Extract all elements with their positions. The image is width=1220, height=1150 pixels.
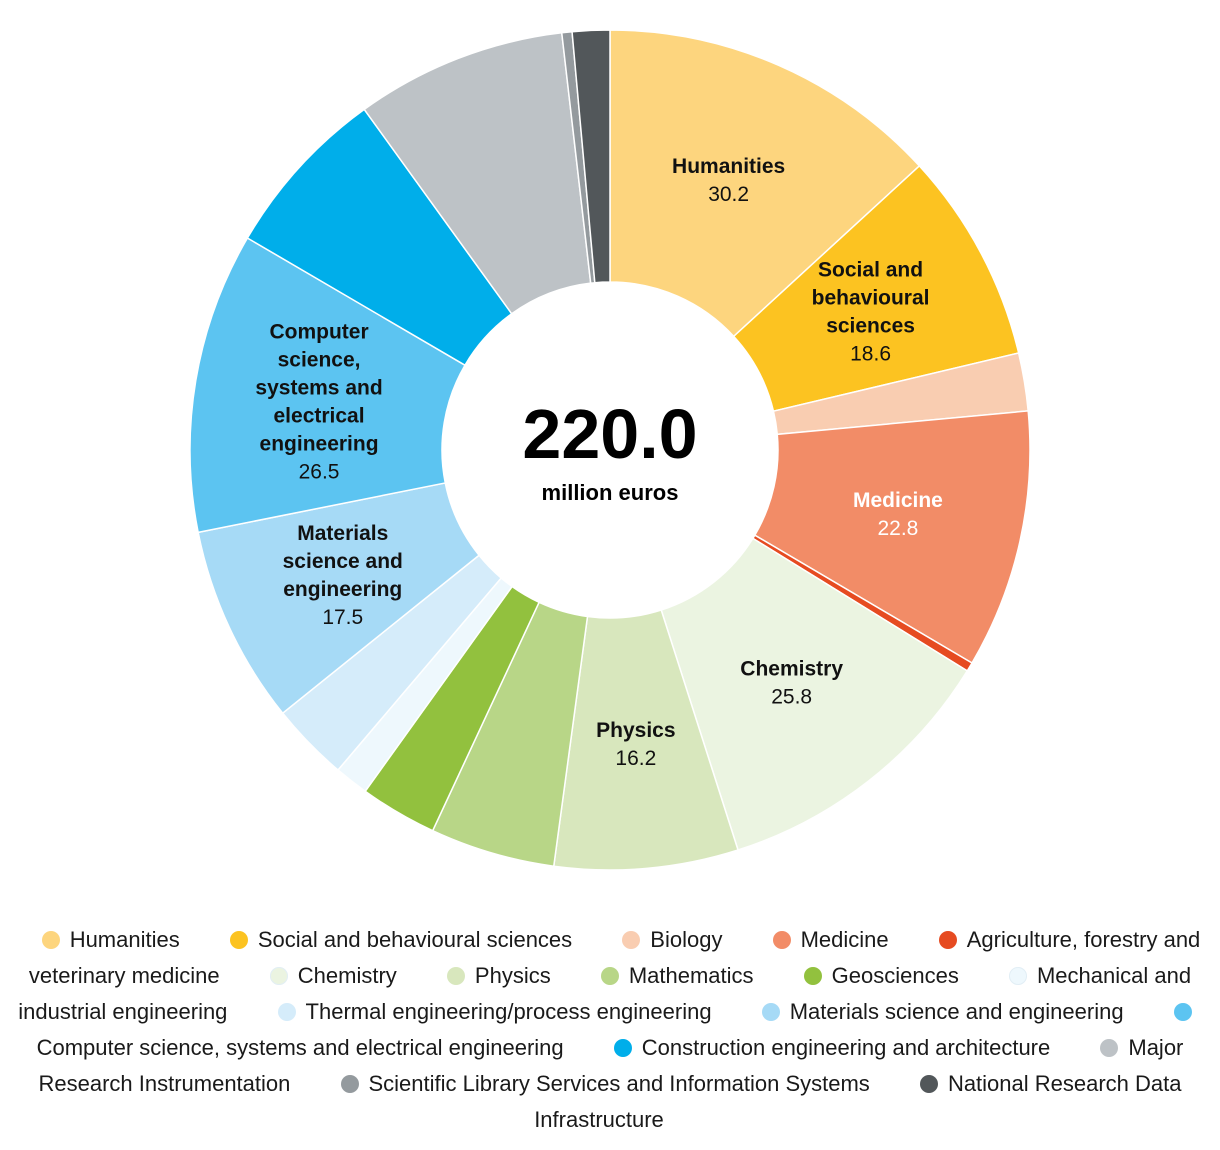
legend-item-mechanical-and-industrial-engineering: Mechanical and industrial engineering — [18, 963, 1191, 1024]
legend-swatch — [1173, 1003, 1192, 1021]
legend-swatch — [446, 967, 465, 985]
slice-label-name: science and — [283, 550, 403, 573]
slice-label-name: Medicine — [853, 489, 943, 512]
legend-label: Scientific Library Services and Informat… — [368, 1071, 870, 1096]
slice-label-name: Physics — [596, 719, 675, 742]
slice-label-materials-science-and-engineering: Materials science and engineering 17.5 — [283, 522, 403, 629]
legend-item-construction-engineering-and-architecture: Construction engineering and architectur… — [613, 1035, 1051, 1060]
slice-label-name: electrical — [274, 404, 365, 427]
legend-label: Medicine — [800, 927, 889, 952]
legend-item-national-research-data-infrastructure: National Research Data Infrastructure — [534, 1071, 1181, 1132]
center-unit: million euros — [542, 480, 679, 505]
slice-label-chemistry: Chemistry 25.8 — [740, 657, 843, 708]
slice-label-value: 17.5 — [322, 606, 363, 629]
donut-slices — [189, 29, 1031, 871]
legend-swatch — [269, 967, 288, 985]
legend-item-social-and-behavioural-sciences: Social and behavioural sciences — [229, 927, 573, 952]
legend-swatch — [277, 1003, 296, 1021]
legend-swatch — [761, 1003, 780, 1021]
legend-label: Agriculture, forestry and veterinary med… — [28, 927, 1201, 988]
legend-item-medicine: Medicine — [772, 927, 889, 952]
legend-item-agriculture-forestry-and-veterinary-medicine: Agriculture, forestry and veterinary med… — [29, 927, 1200, 988]
slice-labels: Humanities 30.2 Social and behavioural scien… — [255, 155, 942, 770]
slice-label-name: systems and — [255, 376, 382, 399]
legend-item-physics: Physics — [446, 963, 551, 988]
legend-item-chemistry: Chemistry — [269, 963, 397, 988]
slice-label-name: sciences — [826, 315, 915, 338]
legend-item-thermal-engineering-process-engineering: Thermal engineering/process engineering — [277, 999, 712, 1024]
legend-label: Construction engineering and architectur… — [641, 1035, 1051, 1060]
legend-label: Mechanical and industrial engineering — [18, 963, 1192, 1024]
slice-label-value: 30.2 — [708, 183, 749, 206]
slice-label-humanities: Humanities 30.2 — [672, 155, 785, 206]
slice-label-name: Materials — [297, 522, 388, 545]
slice-label-name: Computer — [269, 320, 368, 343]
slice-computer-science-systems-and-electrical-engineering — [189, 236, 466, 534]
legend-label: Major Research Instrumentation — [38, 1035, 1184, 1096]
slice-label-value: 26.5 — [299, 460, 340, 483]
slice-label-name: Humanities — [672, 155, 785, 178]
legend-item-biology: Biology — [622, 927, 722, 952]
legend-swatch — [613, 1039, 632, 1057]
slice-label-name: Social and — [818, 259, 923, 282]
legend-swatch — [622, 931, 641, 949]
slice-label-name: behavioural — [812, 287, 930, 310]
slice-label-computer-science-systems-and-electrical-engineering: Computer science, systems and electrical eng… — [255, 320, 382, 483]
slice-label-name: Chemistry — [740, 657, 843, 680]
legend-swatch — [803, 967, 822, 985]
legend-swatch — [1100, 1039, 1119, 1057]
legend-item-major-research-instrumentation: Major Research Instrumentation — [38, 1035, 1183, 1096]
legend-label: Geosciences — [831, 963, 959, 988]
slice-label-value: 16.2 — [615, 747, 656, 770]
legend-item-geosciences: Geosciences — [803, 963, 959, 988]
center-total: 220.0 — [522, 395, 697, 473]
legend-swatch — [772, 931, 791, 949]
donut-hole — [442, 282, 778, 618]
legend-swatch — [600, 967, 619, 985]
legend-swatch — [229, 931, 248, 949]
legend-label: Physics — [474, 963, 551, 988]
legend-label: National Research Data Infrastructure — [534, 1071, 1182, 1132]
legend-label: Computer science, systems and electrical… — [36, 1035, 564, 1060]
legend: Humanities Social and behavioural scienc… — [0, 922, 1220, 1138]
legend-label: Mathematics — [628, 963, 754, 988]
legend-label: Thermal engineering/process engineering — [305, 999, 712, 1024]
slice-label-physics: Physics 16.2 — [596, 719, 675, 770]
legend-label: Materials science and engineering — [789, 999, 1124, 1024]
legend-item-computer-science-systems-and-electrical-engineering: Computer science, systems and electrical… — [37, 999, 1202, 1060]
slice-label-name: engineering — [260, 432, 379, 455]
legend-label: Chemistry — [297, 963, 397, 988]
legend-swatch — [340, 1075, 359, 1093]
legend-swatch — [919, 1075, 938, 1093]
slice-label-value: 22.8 — [877, 517, 918, 540]
slice-label-value: 25.8 — [771, 685, 812, 708]
legend-item-materials-science-and-engineering: Materials science and engineering — [761, 999, 1124, 1024]
slice-label-name: science, — [278, 348, 361, 371]
slice-label-value: 18.6 — [850, 343, 891, 366]
slice-label-medicine: Medicine 22.8 — [853, 489, 943, 540]
legend-swatch — [1008, 967, 1027, 985]
slice-label-name: engineering — [283, 578, 402, 601]
legend-swatch — [938, 931, 957, 949]
legend-label: Humanities — [69, 927, 180, 952]
legend-item-scientific-library-services-and-information-systems: Scientific Library Services and Informat… — [340, 1071, 870, 1096]
slice-label-social-and-behavioural-sciences: Social and behavioural sciences 18.6 — [812, 259, 930, 366]
legend-item-humanities: Humanities — [41, 927, 180, 952]
legend-label: Biology — [650, 927, 723, 952]
legend-swatch — [41, 931, 60, 949]
legend-label: Social and behavioural sciences — [257, 927, 573, 952]
legend-item-mathematics: Mathematics — [600, 963, 754, 988]
donut-chart: Humanities 30.2 Social and behavioural scien… — [189, 29, 1031, 871]
